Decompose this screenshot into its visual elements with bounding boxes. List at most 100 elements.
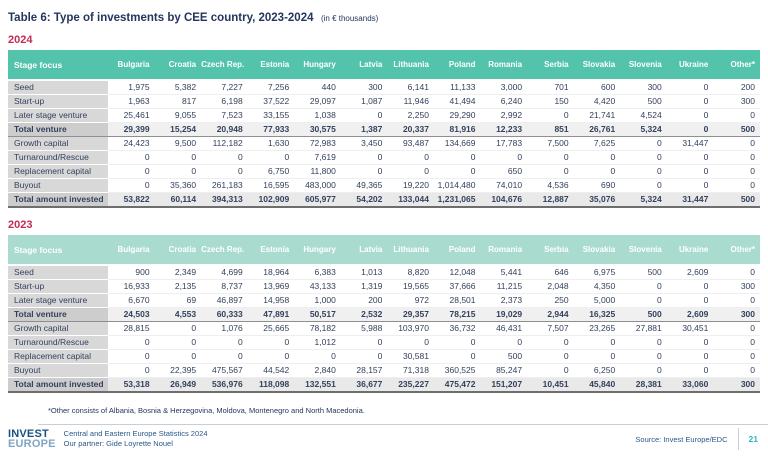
- value-cell: 1,000: [294, 293, 341, 308]
- value-cell: 46,897: [201, 293, 248, 308]
- value-cell: 0: [201, 164, 248, 179]
- table-title-units: (in € thousands): [320, 14, 379, 23]
- value-cell: 2,532: [340, 307, 388, 322]
- country-header: Croatia: [154, 235, 202, 265]
- row-label: Later stage venture: [8, 293, 108, 308]
- value-cell: 0: [527, 108, 574, 123]
- value-cell: 0: [387, 335, 434, 350]
- value-cell: 0: [387, 150, 434, 165]
- country-header: Ukraine: [666, 235, 714, 265]
- value-cell: 14,958: [247, 293, 295, 308]
- value-cell: 0: [713, 264, 760, 280]
- value-cell: 60,114: [154, 192, 202, 208]
- value-cell: 6,750: [247, 164, 295, 179]
- value-cell: 0: [108, 335, 155, 350]
- value-cell: 5,988: [340, 321, 388, 336]
- table-row: Later stage venture 25,461 9,055 7,523 33,15…: [8, 108, 760, 123]
- value-cell: 0: [666, 293, 714, 308]
- value-cell: 0: [713, 293, 760, 308]
- value-cell: 24,423: [108, 136, 155, 151]
- value-cell: 26,761: [573, 122, 621, 137]
- value-cell: 0: [154, 150, 202, 165]
- table-row: Replacement capital 0 0 0 6,750 11,800 0 0 0 650 0…: [8, 164, 760, 179]
- country-header: Estonia: [247, 235, 295, 265]
- value-cell: 0: [480, 335, 528, 350]
- country-header: Poland: [433, 50, 481, 80]
- value-cell: 475,567: [201, 363, 248, 378]
- row-label: Growth capital: [8, 136, 108, 151]
- table-row: Start-up 16,933 2,135 8,737 13,969 43,133 1,31…: [8, 279, 760, 294]
- value-cell: 0: [340, 108, 388, 123]
- value-cell: 36,677: [340, 377, 388, 393]
- country-header: Latvia: [340, 50, 388, 80]
- value-cell: 5,441: [480, 264, 528, 280]
- country-header: Romania: [480, 235, 528, 265]
- value-cell: 37,522: [247, 94, 295, 109]
- value-cell: 27,881: [620, 321, 667, 336]
- year-label-2024: 2024: [8, 34, 33, 46]
- value-cell: 0: [666, 122, 714, 137]
- row-label: Later stage venture: [8, 108, 108, 123]
- value-cell: 50,517: [294, 307, 341, 322]
- value-cell: 0: [154, 349, 202, 364]
- value-cell: 2,373: [480, 293, 528, 308]
- value-cell: 500: [620, 264, 667, 280]
- value-cell: 0: [154, 335, 202, 350]
- row-label: Total amount invested: [8, 377, 108, 393]
- value-cell: 1,087: [340, 94, 388, 109]
- value-cell: 7,523: [201, 108, 248, 123]
- table-row: Growth capital 24,423 9,500 112,182 1,630 72,…: [8, 136, 760, 151]
- page-footer: INVEST EUROPE Central and Eastern Europe…: [8, 428, 760, 450]
- value-cell: 133,044: [387, 192, 434, 208]
- value-cell: 0: [387, 164, 434, 179]
- value-cell: 1,963: [108, 94, 155, 109]
- value-cell: 29,097: [294, 94, 341, 109]
- value-cell: 2,944: [527, 307, 574, 322]
- value-cell: 72,983: [294, 136, 341, 151]
- value-cell: 16,325: [573, 307, 621, 322]
- country-header: Czech Rep.: [201, 50, 248, 80]
- value-cell: 47,891: [247, 307, 295, 322]
- value-cell: 5,324: [620, 192, 667, 208]
- value-cell: 200: [713, 79, 760, 95]
- value-cell: 0: [620, 136, 667, 151]
- value-cell: 851: [527, 122, 574, 137]
- value-cell: 6,198: [201, 94, 248, 109]
- value-cell: 2,250: [387, 108, 434, 123]
- value-cell: 53,318: [108, 377, 155, 393]
- value-cell: 12,048: [433, 264, 481, 280]
- value-cell: 300: [713, 307, 760, 322]
- value-cell: 19,220: [387, 178, 434, 193]
- table-row: Growth capital 28,815 0 1,076 25,665 78,182 5,…: [8, 321, 760, 336]
- value-cell: 650: [480, 164, 528, 179]
- value-cell: 78,215: [433, 307, 481, 322]
- value-cell: 0: [713, 164, 760, 179]
- value-cell: 0: [247, 150, 295, 165]
- row-label: Seed: [8, 264, 108, 280]
- value-cell: 53,822: [108, 192, 155, 208]
- value-cell: 0: [108, 178, 155, 193]
- value-cell: 440: [294, 79, 341, 95]
- row-label: Buyout: [8, 178, 108, 193]
- value-cell: 112,182: [201, 136, 248, 151]
- value-cell: 0: [620, 335, 667, 350]
- value-cell: 6,383: [294, 264, 341, 280]
- value-cell: 0: [480, 150, 528, 165]
- table-row: Turnaround/Rescue 0 0 0 0 1,012 0 0 0 0 0 0 0 0 0: [8, 335, 760, 350]
- value-cell: 0: [620, 293, 667, 308]
- value-cell: 536,976: [201, 377, 248, 393]
- value-cell: 0: [108, 349, 155, 364]
- country-header: Slovakia: [573, 50, 621, 80]
- table-row: Total amount invested 53,318 26,949 536,976…: [8, 377, 760, 393]
- value-cell: 261,183: [201, 178, 248, 193]
- value-cell: 0: [340, 335, 388, 350]
- value-cell: 18,964: [247, 264, 295, 280]
- value-cell: 0: [713, 349, 760, 364]
- value-cell: 500: [713, 192, 760, 208]
- table-title-text: Table 6: Type of investments by CEE coun…: [8, 12, 314, 24]
- value-cell: 0: [433, 164, 481, 179]
- value-cell: 701: [527, 79, 574, 95]
- row-label: Replacement capital: [8, 164, 108, 179]
- value-cell: 0: [340, 150, 388, 165]
- publication-title: Central and Eastern Europe Statistics 20…: [63, 429, 208, 438]
